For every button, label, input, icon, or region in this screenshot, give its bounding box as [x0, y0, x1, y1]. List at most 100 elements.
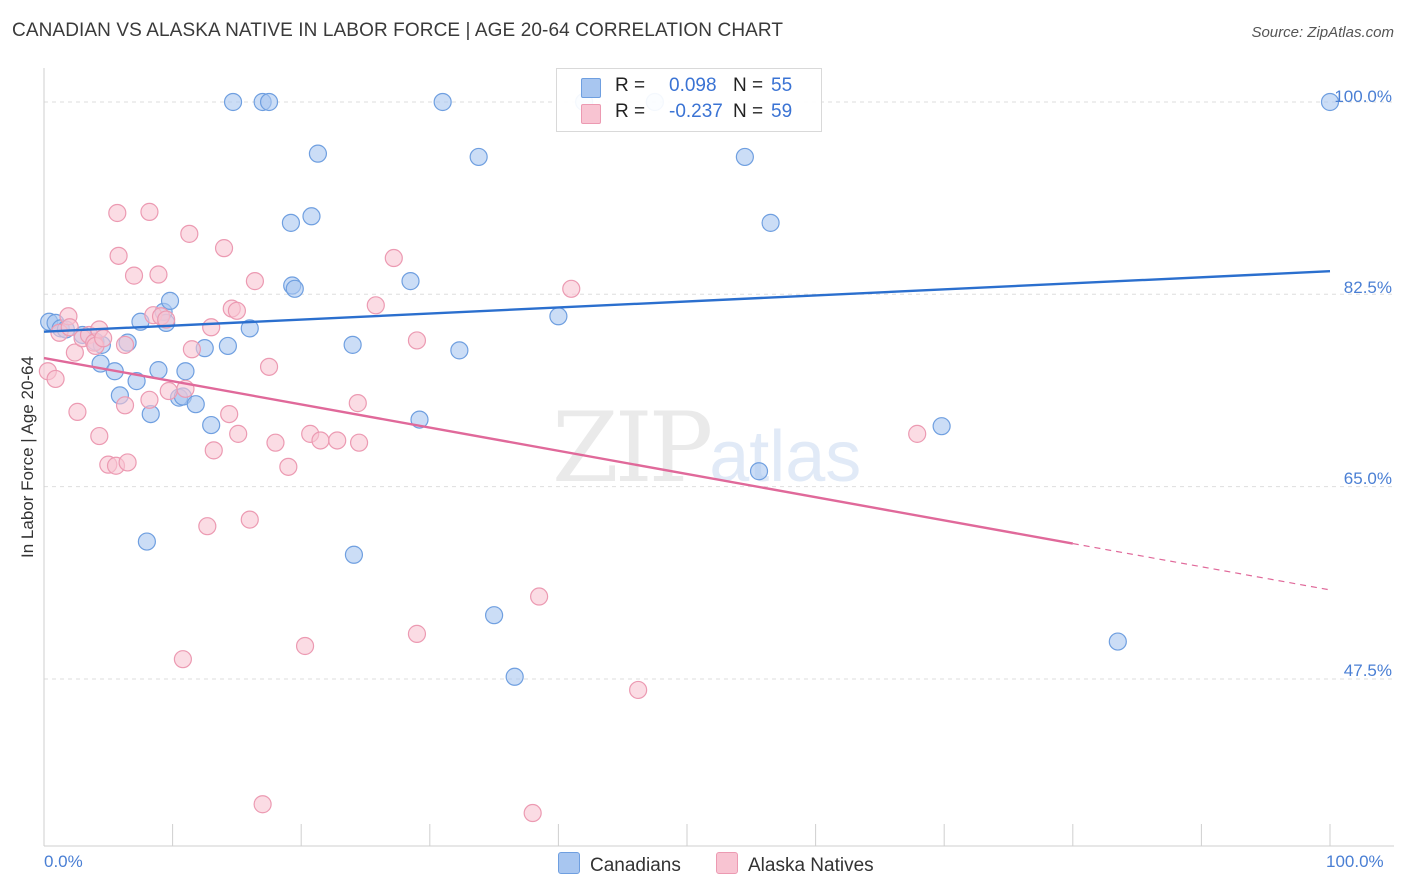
- canadians-point: [302, 207, 321, 226]
- alaska-natives-point: [407, 624, 427, 643]
- canadians-point: [469, 147, 488, 167]
- alaska-natives-point: [295, 636, 315, 656]
- y-tick-label-65: 65.0%: [1343, 469, 1392, 488]
- alaska-natives-point: [908, 424, 927, 443]
- alaska-natives-point: [202, 318, 221, 337]
- alaska-natives-point: [266, 433, 285, 452]
- alaska-natives-point: [204, 441, 223, 460]
- alaska-natives-point: [149, 265, 168, 284]
- alaska-natives-point: [384, 248, 403, 268]
- y-tick-label-47-5: 47.5%: [1343, 661, 1392, 680]
- n-label: N =: [733, 75, 764, 96]
- canadians-trend-line: [43, 270, 1331, 333]
- canadians-point: [505, 667, 524, 686]
- alaska-natives-point: [259, 357, 279, 376]
- alaska-natives-point: [198, 517, 217, 536]
- canadians-point: [761, 213, 780, 232]
- r-label: R =: [615, 101, 646, 122]
- alaska-natives-point: [328, 431, 347, 450]
- alaska-natives-point: [182, 340, 201, 359]
- alaska-natives-point: [65, 343, 84, 362]
- canadians-point: [735, 147, 754, 167]
- canadians-point: [450, 341, 469, 360]
- canadians-point: [308, 144, 328, 163]
- r-value: -0.237: [669, 101, 723, 122]
- r-value: 0.098: [669, 75, 717, 96]
- n-value: 59: [771, 101, 793, 122]
- alaska-natives-point: [245, 272, 265, 291]
- canadians-swatch-icon: [581, 78, 601, 98]
- alaska-natives-point: [349, 433, 369, 452]
- legend-item-alaska-natives[interactable]: Alaska Natives: [716, 852, 874, 877]
- alaska-natives-point: [118, 453, 137, 472]
- alaska-natives-point: [109, 246, 128, 265]
- alaska-natives-point: [366, 296, 385, 315]
- canadians-point: [176, 362, 195, 381]
- canadians-point: [218, 336, 237, 356]
- canadians-point: [285, 279, 304, 298]
- canadians-point: [433, 92, 452, 112]
- alaska-natives-point: [108, 203, 127, 223]
- alaska-natives-point: [253, 795, 272, 814]
- canadians-point: [281, 213, 301, 232]
- canadians-point: [160, 291, 180, 310]
- alaska-natives-point: [68, 402, 87, 421]
- alaska-natives-point: [348, 394, 367, 413]
- alaska-natives-points: [38, 202, 927, 823]
- canadians-point: [137, 532, 156, 551]
- alaska-natives-point: [523, 803, 542, 823]
- alaska-natives-point: [240, 510, 259, 529]
- canadians-point: [223, 92, 243, 112]
- alaska-natives-trend-line-extension: [1072, 542, 1331, 591]
- watermark-zip: ZIP: [552, 392, 713, 504]
- alaska-natives-point: [157, 310, 176, 329]
- n-value: 55: [771, 75, 793, 96]
- canadians-point: [149, 361, 168, 380]
- alaska-natives-point: [229, 424, 248, 443]
- correlation-stats-box: R = 0.098 N = 55 R = -0.237 N = 59: [556, 68, 822, 132]
- alaska-natives-point: [173, 650, 192, 669]
- alaska-natives-point: [140, 390, 159, 409]
- alaska-natives-trend-line: [43, 356, 1074, 545]
- y-tick-label-100: 100.0%: [1334, 87, 1392, 106]
- canadians-legend-icon: [558, 852, 580, 874]
- canadians-point: [1108, 632, 1127, 651]
- canadians-point: [485, 606, 504, 625]
- alaska-natives-point: [530, 587, 549, 606]
- alaska-natives-point: [159, 381, 178, 401]
- alaska-natives-legend-icon: [716, 852, 738, 874]
- canadians-point: [259, 92, 279, 112]
- alaska-natives-point: [227, 301, 246, 320]
- canadians-point: [202, 415, 221, 435]
- alaska-natives-point: [629, 680, 648, 700]
- alaska-natives-point: [562, 279, 581, 298]
- alaska-natives-point: [180, 224, 199, 243]
- canadians-point: [749, 462, 769, 481]
- alaska-natives-point: [279, 457, 298, 476]
- source-note: Source: ZipAtlas.com: [1251, 24, 1394, 41]
- legend-label: Canadians: [590, 855, 681, 876]
- legend-item-canadians[interactable]: Canadians: [558, 852, 681, 877]
- alaska-natives-point: [115, 335, 135, 354]
- chart-title: CANADIAN VS ALASKA NATIVE IN LABOR FORCE…: [12, 20, 784, 41]
- canadians-point: [549, 307, 568, 326]
- r-label: R =: [615, 75, 646, 96]
- trend-lines: [43, 270, 1331, 591]
- alaska-natives-point: [311, 431, 330, 450]
- alaska-natives-point: [407, 331, 427, 350]
- canadians-point: [127, 372, 146, 391]
- alaska-natives-swatch-icon: [581, 104, 601, 124]
- canadians-point: [240, 319, 259, 338]
- alaska-natives-point: [140, 202, 159, 221]
- x-tick-marks: [43, 824, 1331, 846]
- canadians-point: [1320, 92, 1340, 112]
- alaska-natives-point: [94, 329, 113, 348]
- legend-label: Alaska Natives: [748, 855, 874, 876]
- alaska-natives-point: [124, 266, 144, 285]
- gridlines: [44, 101, 1394, 680]
- canadians-point: [401, 272, 420, 291]
- alaska-natives-point: [46, 369, 65, 389]
- alaska-natives-point: [115, 396, 135, 415]
- canadians-point: [343, 335, 362, 354]
